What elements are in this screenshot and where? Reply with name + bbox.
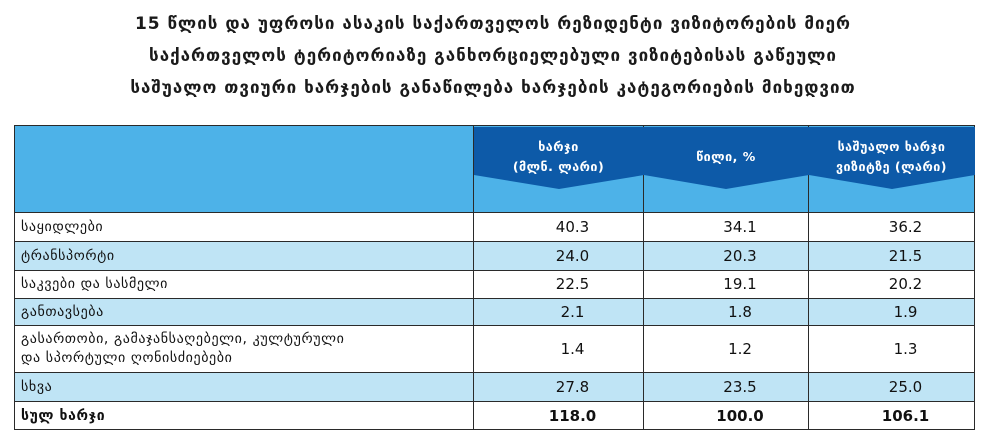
table-row: გასართობი, გამაჯანსაღებელი, კულტურული და… — [14, 325, 975, 374]
total-label: სულ ხარჯი — [14, 401, 474, 430]
document-title: 15 წლის და უფროსი ასაკის საქართველოს რეზ… — [0, 8, 986, 104]
cell-share: 1.2 — [643, 325, 809, 374]
cell-average: 1.9 — [808, 297, 975, 327]
header-expense-line2: (მლნ. ლარი) — [512, 159, 605, 175]
header-average-line1: საშუალო ხარჯი — [837, 139, 946, 155]
header-arrow-shape — [474, 127, 644, 190]
total-expense: 118.0 — [473, 401, 644, 430]
header-expense-line1: ხარჯი — [538, 139, 579, 155]
row-label: განთავსება — [14, 297, 474, 327]
cell-share: 20.3 — [643, 241, 809, 271]
cell-share: 34.1 — [643, 212, 809, 243]
cell-expense: 24.0 — [473, 241, 644, 271]
header-average-line2: ვიზიტზე (ლარი) — [835, 159, 948, 175]
table-header-row: ხარჯი (მლნ. ლარი) წილი, % საშუალო ხარჯი — [14, 124, 975, 214]
cell-expense: 27.8 — [473, 372, 644, 403]
header-arrow-shape — [644, 127, 809, 190]
title-line-2: საქართველოს ტერიტორიაზე განხორციელებული … — [149, 46, 837, 66]
cell-expense: 2.1 — [473, 297, 644, 327]
title-line-1: 15 წლის და უფროსი ასაკის საქართველოს რეზ… — [134, 14, 852, 34]
title-line-3: საშუალო თვიური ხარჯების განაწილება ხარჯე… — [130, 78, 856, 98]
cell-average: 21.5 — [808, 241, 975, 271]
expense-table: ხარჯი (მლნ. ლარი) წილი, % საშუალო ხარჯი — [14, 124, 975, 430]
table-row: სხვა 27.8 23.5 25.0 — [14, 372, 975, 403]
cell-share: 23.5 — [643, 372, 809, 403]
table-row: ტრანსპორტი 24.0 20.3 21.5 — [14, 241, 975, 271]
cell-expense: 22.5 — [473, 269, 644, 299]
header-expense: ხარჯი (მლნ. ლარი) — [473, 124, 644, 214]
header-share-label: წილი, % — [696, 149, 756, 165]
table-row: განთავსება 2.1 1.8 1.9 — [14, 297, 975, 327]
header-average: საშუალო ხარჯი ვიზიტზე (ლარი) — [808, 124, 975, 214]
cell-share: 1.8 — [643, 297, 809, 327]
row-label: ტრანსპორტი — [14, 241, 474, 271]
total-average: 106.1 — [808, 401, 975, 430]
row-label-line2: და სპორტული ღონისძიებები — [21, 350, 233, 367]
row-label: გასართობი, გამაჯანსაღებელი, კულტურული და… — [14, 325, 474, 374]
header-blank-cell — [14, 124, 474, 214]
cell-expense: 40.3 — [473, 212, 644, 243]
header-share: წილი, % — [643, 124, 809, 214]
row-label: საკვები და სასმელი — [14, 269, 474, 299]
row-label-line1: გასართობი, გამაჯანსაღებელი, კულტურული — [21, 331, 345, 348]
table-row: საკვები და სასმელი 22.5 19.1 20.2 — [14, 269, 975, 299]
table-row: საყიდლები 40.3 34.1 36.2 — [14, 212, 975, 243]
row-label: სხვა — [14, 372, 474, 403]
cell-average: 1.3 — [808, 325, 975, 374]
cell-share: 19.1 — [643, 269, 809, 299]
cell-average: 36.2 — [808, 212, 975, 243]
cell-average: 20.2 — [808, 269, 975, 299]
header-arrow-shape — [809, 127, 975, 190]
cell-average: 25.0 — [808, 372, 975, 403]
cell-expense: 1.4 — [473, 325, 644, 374]
total-share: 100.0 — [643, 401, 809, 430]
row-label: საყიდლები — [14, 212, 474, 243]
table-total-row: სულ ხარჯი 118.0 100.0 106.1 — [14, 401, 975, 430]
